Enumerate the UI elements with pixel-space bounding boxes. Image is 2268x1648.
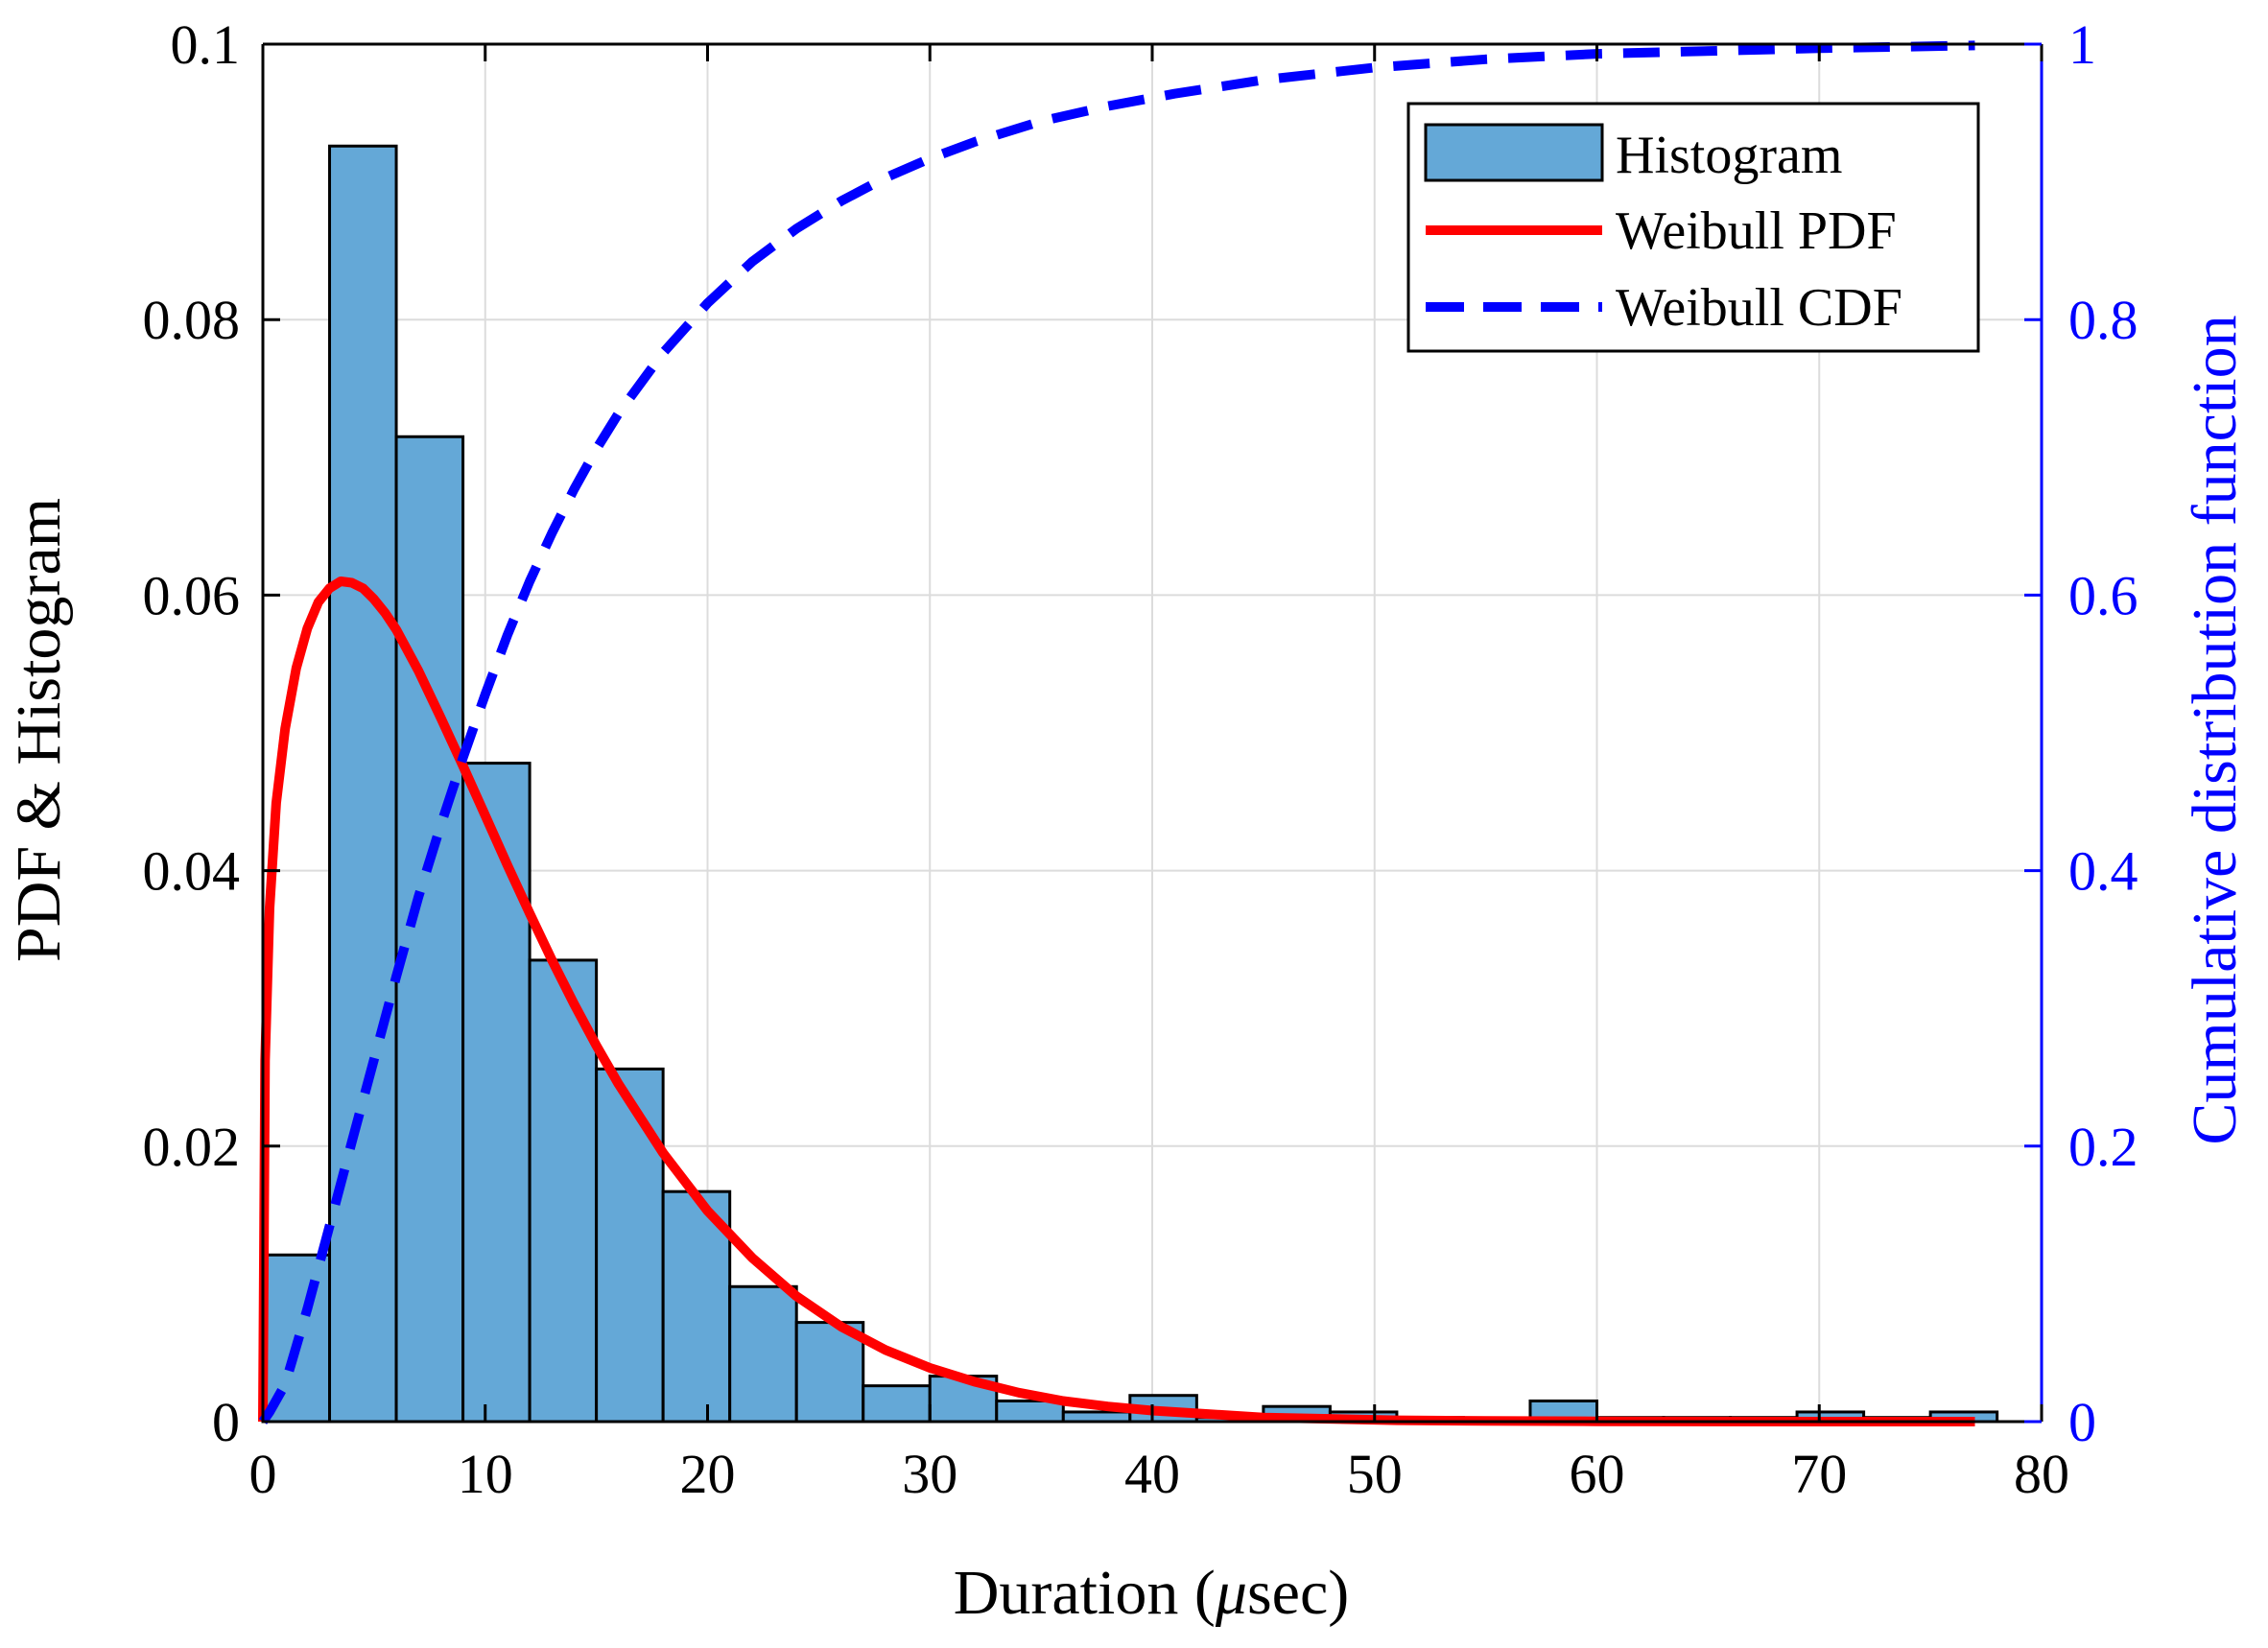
histogram-bar-9 (862, 1384, 932, 1424)
histogram-bar-5 (595, 1067, 665, 1424)
y-right-tick-label-0.6: 0.6 (2068, 564, 2138, 626)
histogram-bar-1 (328, 144, 398, 1424)
y-right-tick-label-0.8: 0.8 (2068, 289, 2138, 351)
histogram-bar-7 (728, 1284, 798, 1424)
y-tick-label-0.04: 0.04 (143, 840, 241, 903)
series-lines (258, 40, 1975, 1426)
y-axis-label: PDF & Histogram (4, 498, 74, 962)
tick-labels: 0 10 20 30 40 50 60 70 8000.020.040.060.080.100.… (143, 13, 2138, 1505)
x-tick-label-20: 20 (680, 1443, 736, 1505)
legend-weibull-cdf-label: Weibull CDF (1616, 278, 1902, 338)
weibull-pdf-line (258, 577, 1975, 1426)
y-tick-label-0.08: 0.08 (143, 289, 241, 351)
y-right-tick-label-0.4: 0.4 (2068, 840, 2138, 903)
histogram-bar-12 (1061, 1410, 1132, 1424)
y-axis-label-right: Cumulative distribution function (2180, 315, 2250, 1144)
x-tick-label-80: 80 (2014, 1443, 2069, 1505)
legend: Histogram Weibull PDF Weibull CDF (1406, 102, 1980, 353)
y-tick-label-0.1: 0.1 (171, 13, 241, 76)
histogram-bar-11 (995, 1399, 1065, 1424)
legend-histogram-label: Histogram (1616, 126, 1842, 185)
y-tick-label-0: 0 (212, 1391, 240, 1453)
x-tick-label-30: 30 (902, 1443, 957, 1505)
legend-histogram-swatch (1424, 123, 1604, 182)
x-tick-label-70: 70 (1791, 1443, 1847, 1505)
y-tick-label-0.02: 0.02 (143, 1116, 241, 1178)
x-axis-label: Duration (μsec) (954, 1558, 1350, 1628)
y-right-tick-label-1: 1 (2068, 13, 2096, 76)
y-tick-label-0.06: 0.06 (143, 564, 241, 626)
x-tick-label-60: 60 (1570, 1443, 1625, 1505)
y-right-tick-label-0: 0 (2068, 1391, 2096, 1453)
histogram-bar-8 (794, 1321, 865, 1424)
axes (261, 42, 2044, 1424)
y-right-tick-label-0.2: 0.2 (2068, 1116, 2138, 1178)
x-tick-label-0: 0 (249, 1443, 277, 1505)
histogram-bar-6 (661, 1189, 732, 1424)
histogram-bar-3 (461, 762, 532, 1424)
x-tick-label-50: 50 (1347, 1443, 1403, 1505)
weibull-cdf-line (258, 40, 1975, 1424)
legend-weibull-pdf-label: Weibull PDF (1616, 201, 1897, 261)
x-tick-label-10: 10 (458, 1443, 513, 1505)
x-tick-label-40: 40 (1124, 1443, 1180, 1505)
histogram-bar-2 (394, 435, 465, 1424)
